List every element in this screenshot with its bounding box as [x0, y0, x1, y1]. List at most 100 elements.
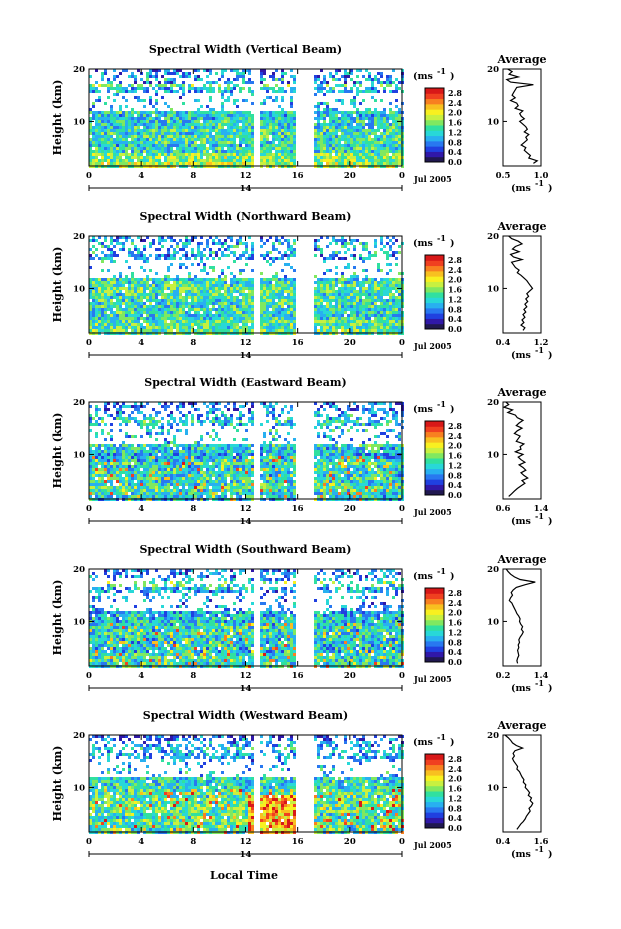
heatmap-cell: [212, 317, 215, 320]
heatmap-cell: [392, 302, 395, 305]
heatmap-cell: [266, 123, 269, 126]
heatmap-cell: [188, 308, 191, 311]
heatmap-cell: [281, 117, 284, 120]
heatmap-cell: [137, 236, 140, 239]
heatmap-cell: [233, 138, 236, 141]
heatmap-cell: [353, 278, 356, 281]
heatmap-cell: [236, 305, 239, 308]
heatmap-cell: [335, 242, 338, 245]
heatmap-cell: [125, 290, 128, 293]
heatmap-cell: [239, 302, 242, 305]
heatmap-cell: [284, 302, 287, 305]
heatmap-cell: [350, 69, 353, 72]
heatmap-cell: [149, 323, 152, 326]
heatmap-cell: [140, 111, 143, 114]
heatmap-cell: [140, 132, 143, 135]
heatmap-cell: [272, 308, 275, 311]
heatmap-cell: [380, 317, 383, 320]
heatmap-cell: [101, 278, 104, 281]
heatmap-cell: [281, 75, 284, 78]
heatmap-cell: [269, 111, 272, 114]
heatmap-cell: [191, 323, 194, 326]
heatmap-cell: [323, 156, 326, 159]
heatmap-cell: [323, 78, 326, 81]
heatmap-cell: [356, 323, 359, 326]
heatmap-cell: [155, 326, 158, 329]
heatmap-cell: [272, 129, 275, 132]
heatmap-cell: [323, 287, 326, 290]
heatmap-cell: [278, 153, 281, 156]
heatmap-cell: [329, 278, 332, 281]
heatmap-cell: [203, 69, 206, 72]
heatmap-cell: [353, 266, 356, 269]
heatmap-cell: [203, 311, 206, 314]
heatmap-cell: [371, 81, 374, 84]
heatmap-cell: [239, 293, 242, 296]
heatmap-cell: [185, 123, 188, 126]
heatmap-cell: [125, 260, 128, 263]
heatmap-cell: [347, 329, 350, 332]
heatmap-cell: [149, 141, 152, 144]
heatmap-cell: [281, 254, 284, 257]
heatmap-cell: [395, 251, 398, 254]
heatmap-cell: [161, 147, 164, 150]
heatmap-cell: [236, 278, 239, 281]
heatmap-cell: [233, 405, 236, 408]
heatmap-cell: [356, 405, 359, 408]
heatmap-cell: [260, 102, 263, 105]
heatmap-cell: [290, 254, 293, 257]
heatmap-cell: [272, 87, 275, 90]
heatmap-cell: [353, 144, 356, 147]
heatmap-cell: [245, 248, 248, 251]
heatmap-cell: [284, 144, 287, 147]
heatmap-cell: [320, 117, 323, 120]
heatmap-cell: [134, 405, 137, 408]
heatmap-cell: [191, 263, 194, 266]
heatmap-cell: [167, 129, 170, 132]
heatmap-cell: [92, 305, 95, 308]
heatmap-cell: [293, 150, 296, 153]
heatmap-cell: [191, 320, 194, 323]
heatmap-cell: [119, 290, 122, 293]
heatmap-cell: [128, 317, 131, 320]
heatmap-cell: [230, 305, 233, 308]
heatmap-cell: [155, 311, 158, 314]
heatmap-cell: [362, 302, 365, 305]
heatmap-cell: [227, 117, 230, 120]
heatmap-cell: [374, 138, 377, 141]
heatmap-cell: [155, 420, 158, 423]
heatmap-cell: [395, 281, 398, 284]
heatmap-cell: [212, 329, 215, 332]
heatmap-cell: [191, 153, 194, 156]
heatmap-cell: [182, 132, 185, 135]
heatmap-cell: [245, 278, 248, 281]
heatmap-cell: [392, 111, 395, 114]
heatmap-cell: [371, 162, 374, 165]
heatmap-cell: [116, 284, 119, 287]
heatmap-cell: [167, 236, 170, 239]
heatmap-cell: [116, 153, 119, 156]
heatmap-cell: [338, 159, 341, 162]
heatmap-cell: [326, 290, 329, 293]
heatmap-cell: [278, 305, 281, 308]
heatmap-cell: [128, 311, 131, 314]
heatmap-cell: [380, 239, 383, 242]
heatmap-cell: [197, 129, 200, 132]
heatmap-cell: [92, 159, 95, 162]
heatmap-cell: [194, 162, 197, 165]
heatmap-cell: [107, 144, 110, 147]
heatmap-cell: [131, 141, 134, 144]
heatmap-cell: [293, 248, 296, 251]
heatmap-cell: [365, 242, 368, 245]
heatmap-cell: [131, 314, 134, 317]
heatmap-cell: [356, 69, 359, 72]
heatmap-cell: [116, 317, 119, 320]
heatmap-cell: [263, 299, 266, 302]
heatmap-cell: [251, 162, 254, 165]
heatmap-cell: [143, 302, 146, 305]
heatmap-cell: [392, 317, 395, 320]
heatmap-cell: [239, 411, 242, 414]
heatmap-cell: [248, 326, 251, 329]
heatmap-cell: [179, 290, 182, 293]
y-tick-label: 20: [73, 65, 85, 75]
